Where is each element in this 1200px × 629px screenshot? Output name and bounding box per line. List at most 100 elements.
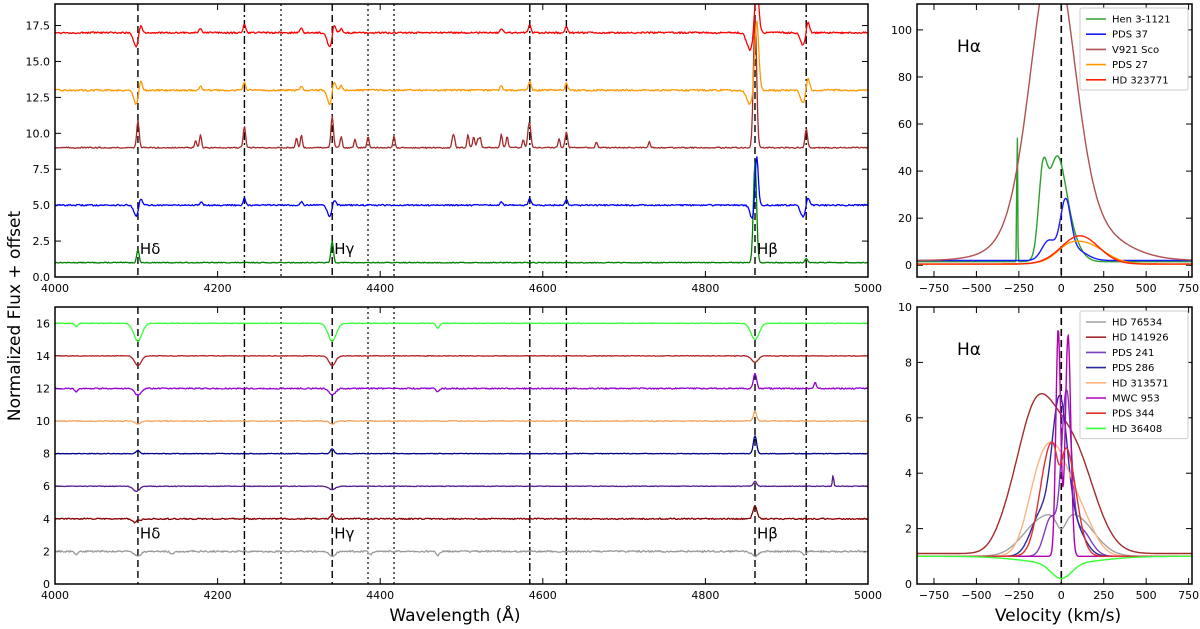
plot-area (917, 4, 1192, 277)
series-line (55, 354, 868, 367)
y-tick-label: 0 (43, 578, 50, 591)
x-axis-label-wavelength: Wavelength (Å) (389, 604, 520, 626)
y-tick-label: 0 (905, 259, 912, 272)
series-line (55, 505, 868, 524)
y-tick-label: 6 (905, 412, 912, 425)
x-tick-label: 250 (1093, 589, 1114, 602)
axes-frame (54, 3, 869, 278)
y-tick-label: 8 (905, 356, 912, 369)
legend-frame (1079, 310, 1189, 440)
legend: HD 76534 HD 141926 PDS 241 PDS 286 HD 313571… (1079, 310, 1189, 440)
legend: Hen 3-1121 PDS 37 V921 Sco PDS 27 HD 323771 (1079, 7, 1189, 91)
y-tick-label: 6 (43, 480, 50, 493)
y-tick-label: 10 (898, 301, 912, 314)
line-annotation: Hδ (140, 524, 160, 542)
y-tick-label: 60 (898, 118, 912, 131)
line-annotation: Hβ (757, 524, 778, 542)
legend-entry: PDS 286 (1112, 363, 1154, 374)
series-line (917, 513, 1192, 557)
y-tick-label: 4 (905, 467, 912, 480)
series-line (917, 393, 1192, 555)
legend-entry: PDS 37 (1112, 30, 1148, 41)
plot-area (55, 4, 868, 277)
x-axis-label-velocity: Velocity (km/s) (995, 606, 1121, 626)
axes-frame (54, 306, 869, 585)
line-annotation: Hγ (334, 524, 354, 542)
x-tick-label: 250 (1093, 282, 1114, 295)
series-line (917, 137, 1192, 263)
y-tick-label: 8 (43, 448, 50, 461)
chart-panel-bottom-left: 4000 4200 4400 4600 4800 5000 0 2 4 6 8 10 12 14 16 Hδ H… (36, 306, 882, 602)
legend-entry: V921 Sco (1112, 45, 1159, 56)
legend-entry: Hen 3-1121 (1112, 15, 1171, 26)
series-line (55, 17, 868, 149)
plot-area (917, 307, 1192, 584)
series-line (55, 4, 868, 52)
y-tick-label: 0 (905, 578, 912, 591)
x-tick-label: 750 (1178, 282, 1199, 295)
axes-frame (916, 3, 1193, 278)
series-line (917, 235, 1192, 265)
x-tick-label: 5000 (854, 282, 882, 295)
legend-frame (1079, 7, 1189, 91)
y-tick-label: 10.0 (26, 127, 51, 140)
x-tick-label: −500 (961, 282, 991, 295)
panel-title: Hα (957, 37, 981, 57)
line-annotation: Hδ (140, 240, 160, 258)
legend-entry: HD 141926 (1112, 333, 1169, 344)
y-tick-label: 20 (898, 212, 912, 225)
series-line (55, 475, 868, 493)
series-line (55, 410, 868, 425)
series-line (917, 555, 1192, 580)
y-tick-label: 17.5 (26, 20, 51, 33)
x-tick-label: −250 (1004, 282, 1034, 295)
legend-entry: HD 76534 (1112, 318, 1162, 329)
x-tick-label: 500 (1136, 589, 1157, 602)
y-tick-label: 2 (43, 545, 50, 558)
x-tick-label: 0 (1058, 282, 1065, 295)
y-tick-label: 2.5 (33, 235, 51, 248)
y-tick-label: 4 (43, 513, 50, 526)
legend-entry: HD 323771 (1112, 75, 1169, 86)
y-tick-label: 100 (891, 24, 912, 37)
x-tick-label: 4200 (204, 589, 232, 602)
y-tick-label: 10 (36, 415, 50, 428)
y-axis-label: Normalized Flux + offset (5, 211, 25, 422)
y-tick-label: 5.0 (33, 199, 51, 212)
y-tick-label: 14 (36, 350, 50, 363)
x-tick-label: −500 (961, 589, 991, 602)
y-tick-label: 7.5 (33, 163, 51, 176)
x-tick-label: 4600 (529, 282, 557, 295)
series-line (917, 4, 1192, 262)
series-line (55, 20, 868, 106)
legend-entry: HD 36408 (1112, 424, 1162, 435)
x-tick-label: 0 (1058, 589, 1065, 602)
series-line (55, 373, 868, 397)
series-line (55, 161, 868, 264)
y-tick-label: 12 (36, 382, 50, 395)
axes-frame (916, 306, 1193, 585)
x-tick-label: 4200 (204, 282, 232, 295)
series-line (917, 197, 1192, 262)
plot-area (55, 307, 868, 584)
x-tick-label: −750 (919, 589, 949, 602)
y-tick-label: 0.0 (33, 271, 51, 284)
series-line (55, 435, 868, 455)
legend-entry: PDS 241 (1112, 348, 1154, 359)
x-tick-label: 4800 (691, 282, 719, 295)
x-tick-label: 5000 (854, 589, 882, 602)
legend-entry: PDS 27 (1112, 60, 1148, 71)
chart-panel-top-left: 4000 4200 4400 4600 4800 5000 0.0 2.5 5.0 7.5 10.0… (26, 3, 882, 295)
x-tick-label: 4600 (529, 589, 557, 602)
x-tick-label: 500 (1136, 282, 1157, 295)
y-tick-label: 2 (905, 523, 912, 536)
series-line (55, 549, 868, 558)
legend-entry: PDS 344 (1112, 409, 1154, 420)
y-tick-label: 16 (36, 317, 50, 330)
x-tick-label: 4400 (366, 282, 394, 295)
x-tick-label: 4400 (366, 589, 394, 602)
y-tick-label: 15.0 (26, 55, 51, 68)
y-tick-label: 40 (898, 165, 912, 178)
legend-entry: HD 313571 (1112, 378, 1169, 389)
